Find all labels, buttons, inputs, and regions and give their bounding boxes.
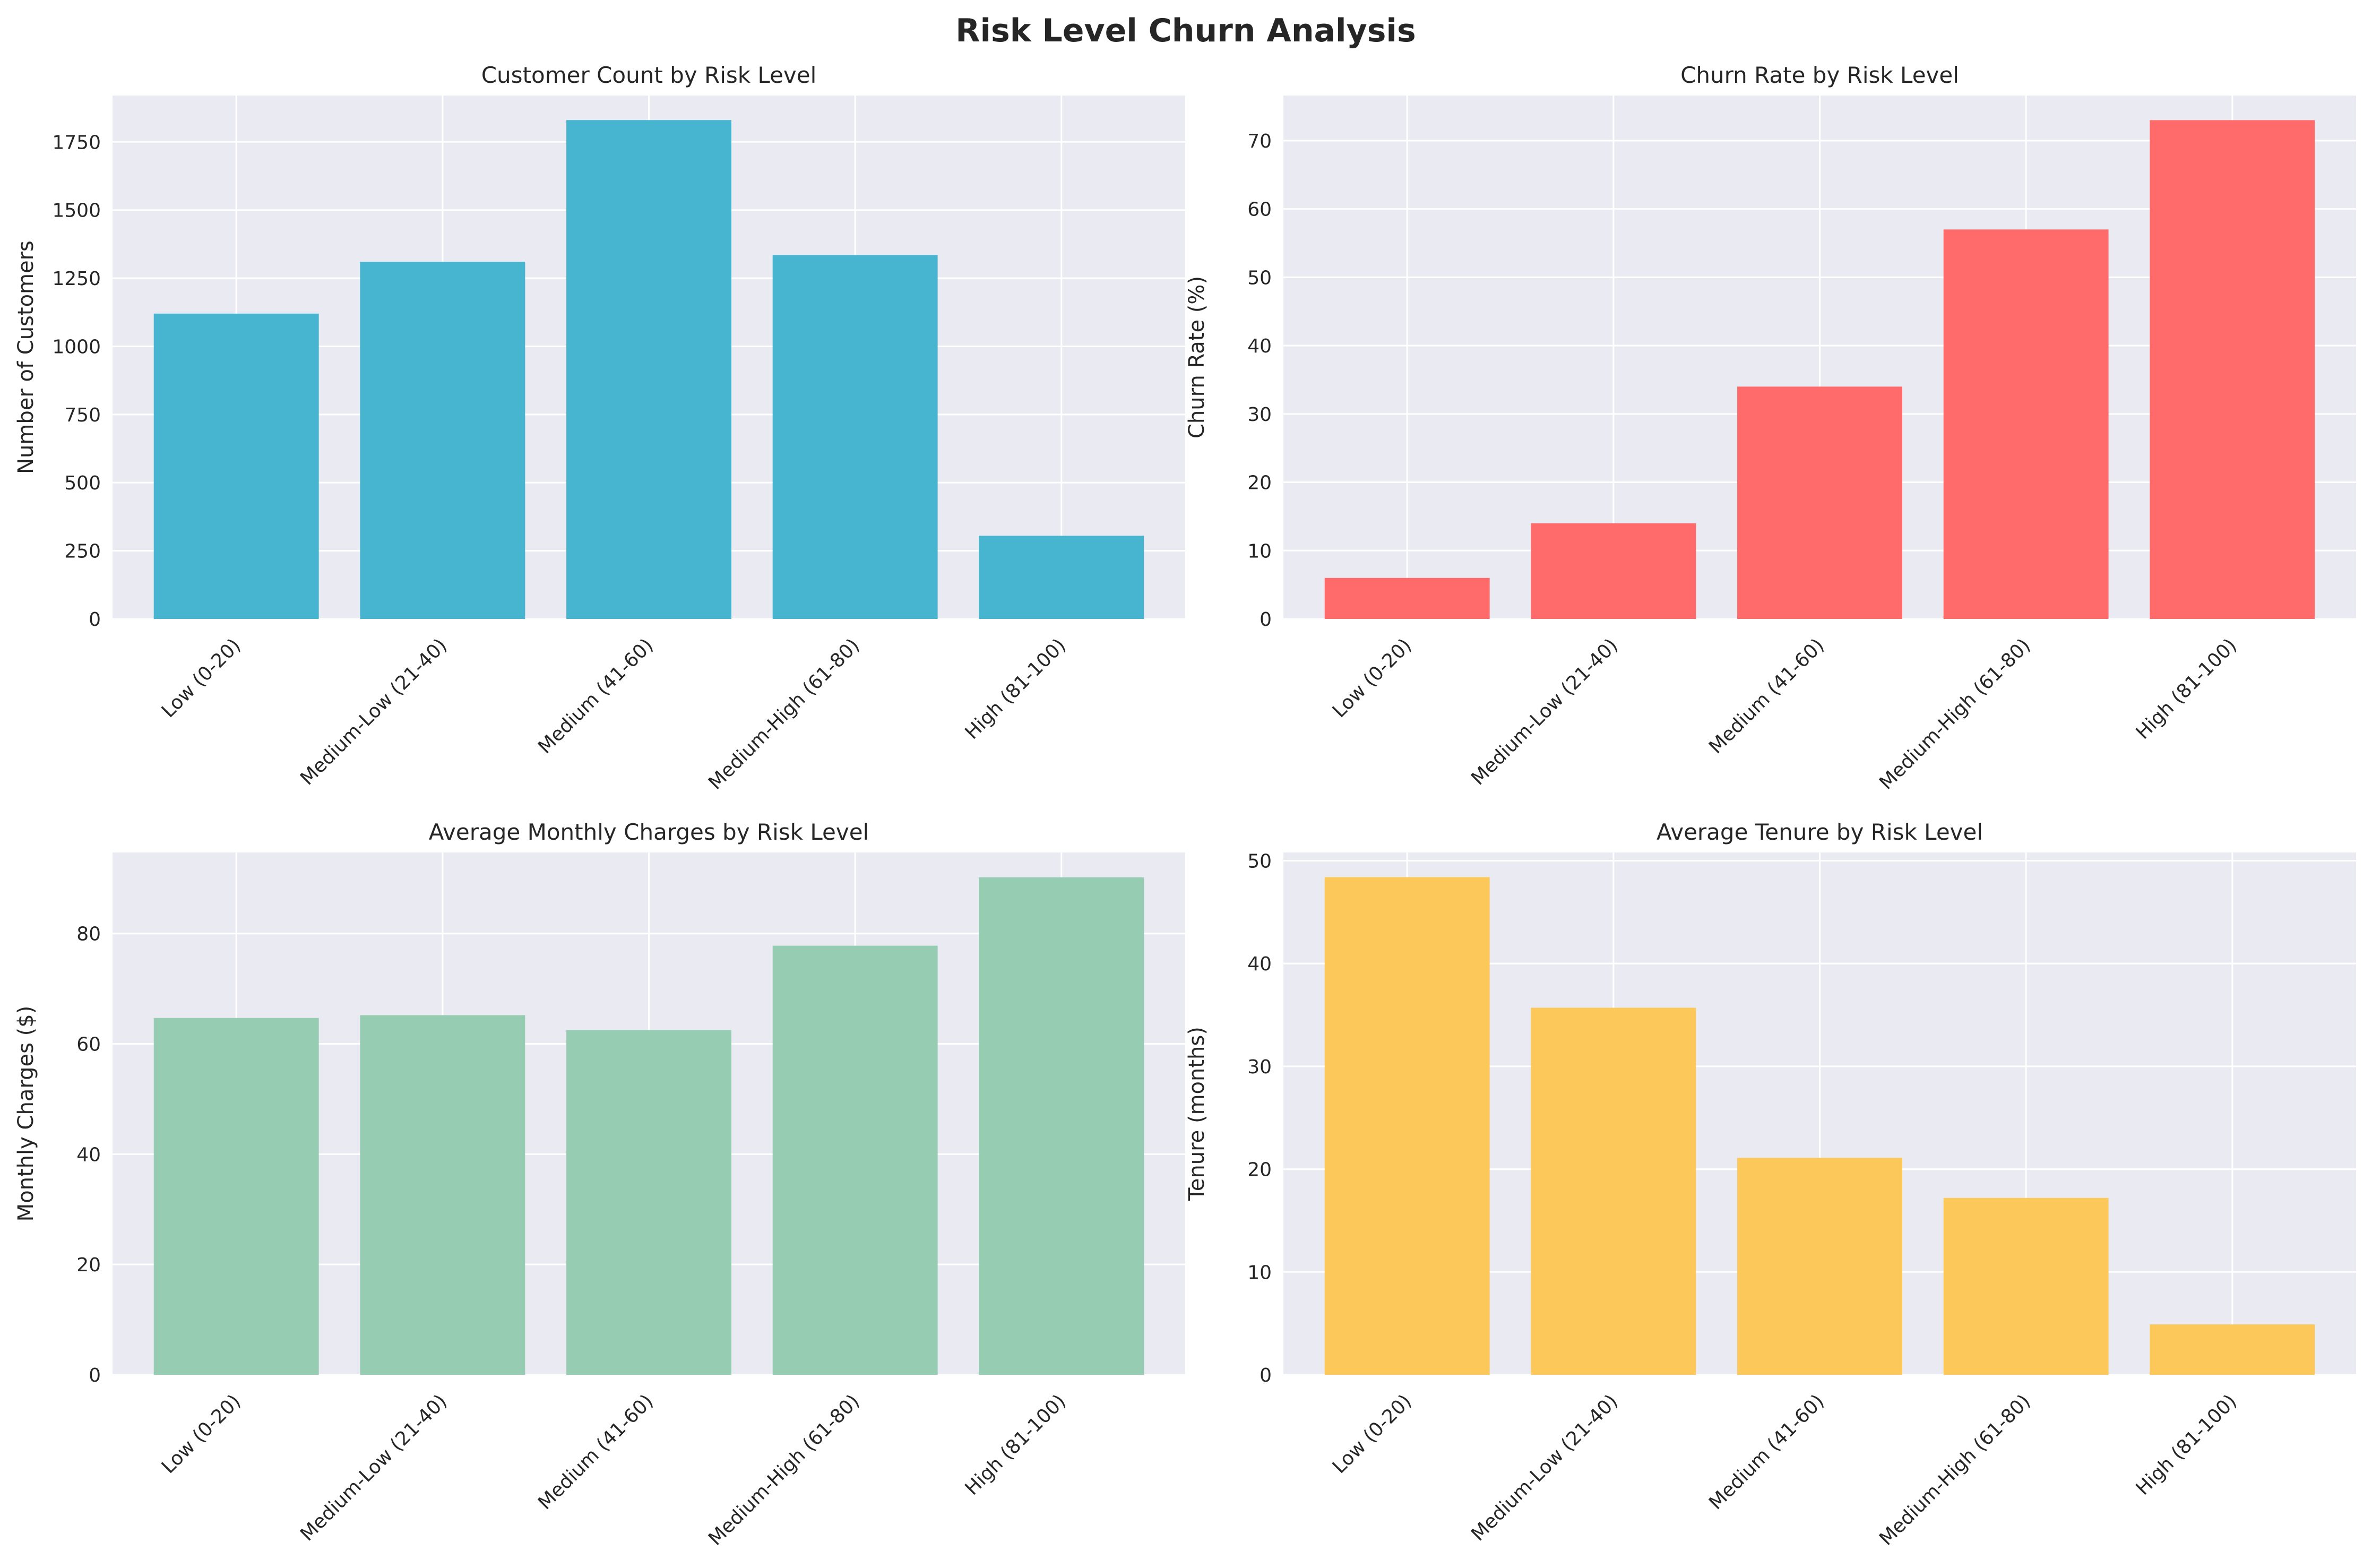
tenure-y-tick-label: 0 — [1260, 1365, 1272, 1386]
monthly-charges-title: Average Monthly Charges by Risk Level — [429, 819, 869, 845]
monthly-charges-bar — [772, 945, 938, 1375]
churn-rate-y-tick-label: 30 — [1247, 404, 1272, 426]
figure-title: Risk Level Churn Analysis — [955, 12, 1416, 49]
tenure-bar — [1737, 1158, 1902, 1375]
monthly-charges-y-tick-label: 0 — [89, 1365, 101, 1386]
churn-rate-bar — [1737, 386, 1902, 619]
customer-count-y-tick-label: 500 — [64, 472, 101, 494]
customer-count-bar — [566, 120, 731, 619]
churn-rate-bar — [1531, 523, 1696, 619]
customer-count-y-tick-label: 1000 — [52, 336, 101, 358]
monthly-charges-y-axis-label: Monthly Charges ($) — [14, 1006, 38, 1222]
churn-rate-bar — [1324, 578, 1490, 619]
churn-rate-y-tick-label: 70 — [1247, 131, 1272, 152]
tenure-y-tick-label: 50 — [1247, 850, 1272, 872]
churn-rate-y-tick-label: 40 — [1247, 335, 1272, 357]
customer-count-y-tick-label: 750 — [64, 404, 101, 426]
monthly-charges-y-tick-label: 80 — [76, 924, 101, 945]
tenure-bar — [1324, 877, 1490, 1375]
monthly-charges-y-tick-label: 40 — [76, 1144, 101, 1166]
monthly-charges-bar — [360, 1015, 525, 1375]
churn-rate-y-tick-label: 50 — [1247, 267, 1272, 289]
monthly-charges-y-tick-label: 20 — [76, 1254, 101, 1276]
customer-count-y-tick-label: 1250 — [52, 268, 101, 290]
tenure-y-tick-label: 10 — [1247, 1262, 1272, 1283]
customer-count-y-tick-label: 250 — [64, 541, 101, 563]
tenure-y-axis-label: Tenure (months) — [1185, 1027, 1209, 1201]
customer-count-y-tick-label: 1750 — [52, 132, 101, 153]
customer-count-bar — [360, 262, 525, 619]
monthly-charges-y-tick-label: 60 — [76, 1034, 101, 1056]
customer-count-title: Customer Count by Risk Level — [481, 62, 817, 88]
churn-rate-y-tick-label: 10 — [1247, 540, 1272, 562]
customer-count-y-tick-label: 1500 — [52, 200, 101, 222]
tenure-bar — [1943, 1197, 2109, 1375]
tenure-bar — [1531, 1007, 1696, 1375]
tenure-y-tick-label: 30 — [1247, 1056, 1272, 1078]
tenure-bar — [2150, 1324, 2315, 1375]
tenure-y-tick-label: 20 — [1247, 1159, 1272, 1181]
monthly-charges-bar — [979, 877, 1144, 1375]
churn-rate-y-tick-label: 20 — [1247, 472, 1272, 494]
churn-rate-y-tick-label: 0 — [1260, 609, 1272, 631]
churn-rate-y-tick-label: 60 — [1247, 199, 1272, 221]
customer-count-bar — [979, 536, 1144, 619]
churn-rate-bar — [1943, 229, 2109, 619]
customer-count-y-tick-label: 0 — [89, 609, 101, 631]
monthly-charges-bar — [566, 1030, 731, 1375]
churn-rate-y-axis-label: Churn Rate (%) — [1185, 276, 1209, 438]
churn-rate-title: Churn Rate by Risk Level — [1680, 62, 1959, 88]
monthly-charges-bar — [153, 1018, 319, 1375]
customer-count-y-axis-label: Number of Customers — [14, 240, 38, 474]
tenure-title: Average Tenure by Risk Level — [1657, 819, 1983, 845]
churn-rate-bar — [2150, 120, 2315, 619]
customer-count-bar — [153, 313, 319, 619]
tenure-y-tick-label: 40 — [1247, 953, 1272, 975]
customer-count-bar — [772, 255, 938, 619]
